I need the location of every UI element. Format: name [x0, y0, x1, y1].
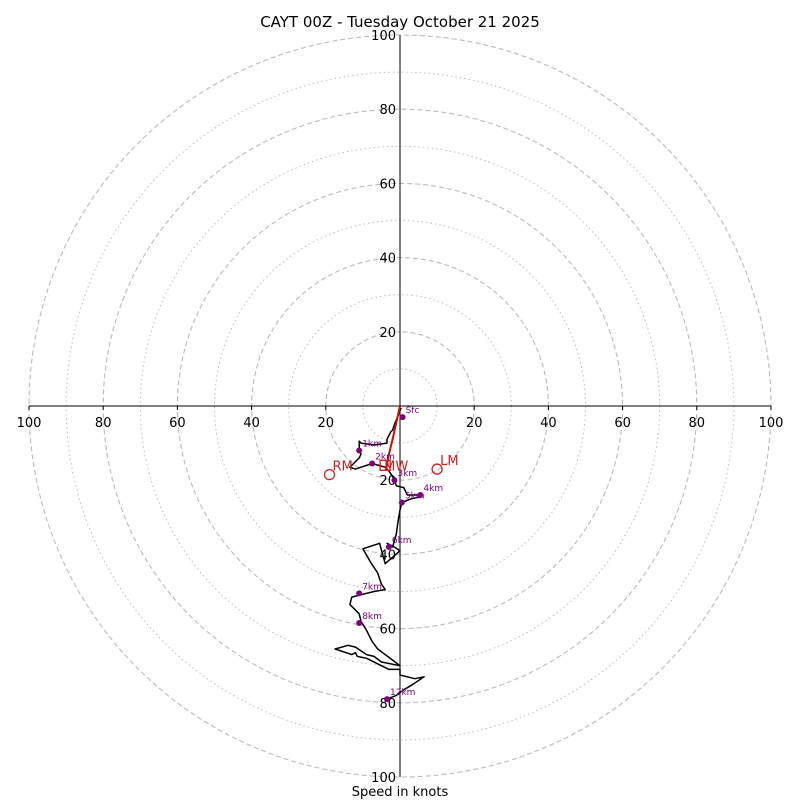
- y-tick-label-lower: 60: [379, 623, 396, 638]
- y-tick-label-upper: 20: [379, 326, 396, 341]
- x-tick-label: 100: [759, 416, 784, 431]
- height-marker-label: 7km: [362, 582, 382, 592]
- height-marker: [391, 477, 398, 484]
- height-marker-label: 2km: [375, 453, 395, 463]
- x-tick-label: 100: [17, 416, 42, 431]
- y-tick-label-lower: 20: [379, 474, 396, 489]
- x-tick-label: 60: [169, 416, 186, 431]
- y-tick-label-lower: 100: [371, 771, 396, 786]
- x-tick-label: 20: [318, 416, 335, 431]
- height-marker: [385, 543, 392, 550]
- y-tick-label-upper: 40: [379, 252, 396, 267]
- height-marker-label: 5km: [405, 491, 425, 501]
- x-tick-label: 40: [243, 416, 260, 431]
- left-mover-marker: [431, 463, 443, 475]
- height-marker: [398, 499, 405, 506]
- height-marker: [384, 696, 391, 703]
- x-axis-label: Speed in knots: [352, 785, 449, 800]
- tick-labels: 100 80 60 40 20 20 40 60 80 100202040406060808010…: [17, 29, 784, 786]
- height-marker-label: 1km: [362, 440, 382, 450]
- height-marker: [369, 460, 376, 467]
- height-marker-label: Sfc: [406, 406, 420, 416]
- right-mover-label: RM: [333, 460, 353, 475]
- height-marker: [417, 492, 424, 499]
- mean-wind-marker: [379, 459, 391, 472]
- y-tick-label-upper: 100: [371, 29, 396, 44]
- height-marker-label: 12km: [390, 688, 415, 698]
- height-marker-label: 4km: [423, 484, 443, 494]
- y-tick-label-lower: 80: [379, 697, 396, 712]
- height-marker: [356, 620, 363, 627]
- x-tick-label: 80: [689, 416, 706, 431]
- left-mover-label: LM: [440, 454, 458, 469]
- y-tick-label-upper: 60: [379, 177, 396, 192]
- chart-title: CAYT 00Z - Tuesday October 21 2025: [260, 13, 540, 31]
- storm-motion-markers: RM LM MW: [323, 454, 459, 481]
- x-tick-label: 60: [614, 416, 631, 431]
- x-tick-label: 80: [95, 416, 112, 431]
- x-tick-label: 20: [466, 416, 483, 431]
- hodograph-traces: [334, 405, 425, 700]
- mean-wind-label: MW: [384, 459, 408, 474]
- height-marker-label: 8km: [362, 612, 382, 622]
- x-tick-label: 40: [540, 416, 557, 431]
- low-level-shear-line: [384, 405, 401, 472]
- hodograph-line: [334, 407, 425, 700]
- right-mover-marker: [323, 468, 336, 481]
- height-marker-label: 6km: [392, 536, 412, 546]
- height-marker-label: 3km: [397, 469, 417, 479]
- height-marker: [399, 414, 406, 421]
- y-tick-label-upper: 80: [379, 103, 396, 118]
- height-marker: [356, 447, 363, 454]
- height-marker: [356, 590, 363, 597]
